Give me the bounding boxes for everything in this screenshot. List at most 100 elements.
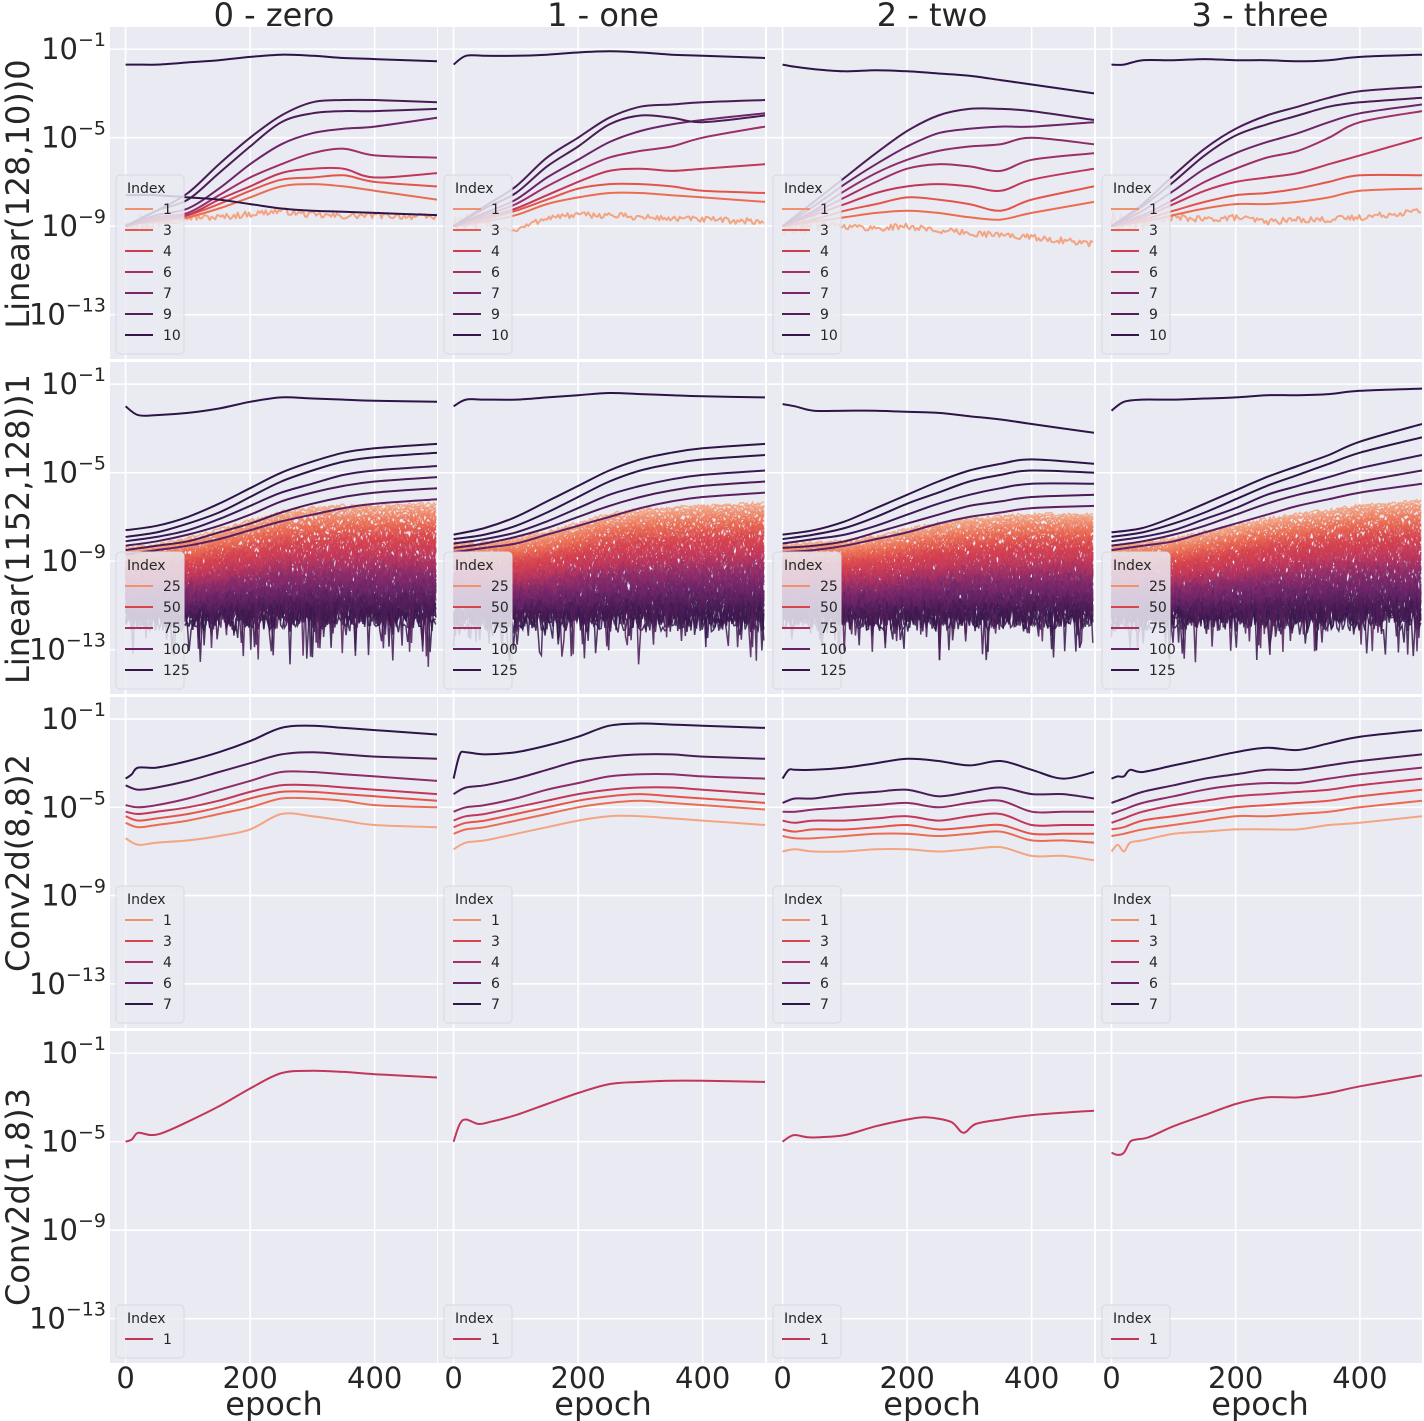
y-tick-label: 10−5 — [41, 787, 106, 824]
legend-entry: 3 — [491, 223, 500, 239]
legend-entry: 75 — [491, 621, 509, 637]
series-line-s4 — [1111, 469, 1422, 547]
legend-entry: 1 — [163, 1332, 172, 1348]
legend-entry: 125 — [820, 663, 847, 679]
legend-entry: 25 — [1149, 579, 1167, 595]
series-line-1 — [782, 845, 1094, 862]
y-tick-label: 10−5 — [41, 1122, 106, 1159]
series-line-top — [1111, 729, 1422, 780]
series-line-4 — [453, 793, 765, 829]
panel-r1-c0: 10−1 10−5 10−9 10−13 Index 25 50 75 100 125 — [29, 362, 437, 694]
series-line-s3 — [125, 465, 437, 543]
legend-entry: 10 — [163, 328, 181, 344]
series-line-s3 — [1111, 454, 1422, 543]
series-line-7 — [1111, 766, 1422, 815]
series-line-10 — [452, 50, 765, 66]
panel-r2-c0: 10−1 10−5 10−9 10−13 Index 1 3 4 6 7 — [29, 697, 437, 1028]
panel-r1-c2: Index 25 50 75 100 125 — [767, 362, 1094, 694]
legend-title: Index — [1113, 181, 1152, 197]
series-line-1 — [452, 1079, 765, 1143]
legend-entry: 3 — [1149, 934, 1158, 950]
legend-entry: 3 — [163, 934, 172, 950]
series-line-4 — [125, 790, 437, 822]
x-tick-label: 400 — [675, 1361, 730, 1395]
legend-entry: 50 — [1149, 600, 1167, 616]
series-line-7b — [1111, 753, 1422, 804]
legend-entry: 9 — [820, 307, 829, 323]
series-line-s2 — [782, 469, 1094, 541]
legend-entry: 7 — [1149, 286, 1158, 302]
legend-box — [772, 1304, 842, 1359]
row-label-2: Conv2d(8,8)2 — [0, 754, 37, 972]
series-line-4 — [782, 823, 1094, 836]
plot-area — [781, 1109, 1094, 1143]
legend-box — [115, 174, 185, 355]
legend-box — [443, 1304, 513, 1359]
legend-entry: 25 — [491, 579, 509, 595]
legend: Index 1 3 4 6 7 — [772, 885, 842, 1024]
x-axis-label-1: epoch — [554, 1385, 651, 1421]
plot-area — [125, 724, 437, 846]
legend-entry: 1 — [491, 1332, 500, 1348]
legend-entry: 3 — [820, 223, 829, 239]
series-line-3 — [782, 830, 1094, 844]
legend-entry: 4 — [163, 244, 172, 260]
y-tick-label: 10−9 — [41, 541, 106, 578]
plot-area — [125, 1069, 437, 1143]
x-tick-label: 0 — [773, 1361, 791, 1395]
series-line-7b — [125, 751, 437, 791]
series-line-s4 — [125, 476, 437, 547]
series-line-7 — [125, 770, 437, 809]
series-line-7b — [782, 786, 1094, 804]
legend-entry: 4 — [820, 244, 829, 260]
band-series-line — [125, 502, 437, 552]
legend-entry: 100 — [1149, 642, 1176, 658]
band-series-line — [782, 519, 1093, 558]
legend: Index 1 3 4 6 7 — [115, 885, 185, 1024]
legend-entry: 4 — [163, 955, 172, 971]
x-axis-label-2: epoch — [883, 1385, 980, 1421]
y-tick-label: 10−1 — [41, 29, 106, 66]
series-line-s1 — [125, 442, 437, 532]
series-line-s1 — [782, 458, 1094, 536]
band-series-line — [1111, 500, 1422, 550]
series-line-top — [452, 722, 765, 779]
legend-entry: 1 — [820, 913, 829, 929]
legend-entry: 3 — [1149, 223, 1158, 239]
band-series-line — [782, 511, 1093, 548]
legend-entry: 4 — [1149, 244, 1158, 260]
legend: Index 1 — [772, 1304, 842, 1359]
series-line-6 — [1111, 777, 1422, 824]
panel-r3-c2: 0 200 400 Index 1 — [767, 1031, 1094, 1395]
series-line-1 — [453, 814, 765, 851]
legend-entry: 7 — [491, 286, 500, 302]
y-tick-label: 10−5 — [41, 453, 106, 490]
y-tick-label: 10−13 — [29, 630, 106, 667]
y-tick-label: 10−9 — [41, 876, 106, 913]
legend-entry: 3 — [491, 934, 500, 950]
legend-entry: 6 — [163, 265, 172, 281]
legend-entry: 100 — [820, 642, 847, 658]
series-line-s6 — [125, 498, 437, 556]
legend: Index 25 50 75 100 125 — [115, 551, 190, 690]
legend-entry: 7 — [163, 286, 172, 302]
plot-area — [452, 1079, 765, 1143]
legend: Index 1 3 4 6 7 9 10 — [1101, 174, 1171, 355]
y-tick-label: 10−9 — [41, 1210, 106, 1247]
legend: Index 1 — [115, 1304, 185, 1359]
legend-entry: 4 — [820, 955, 829, 971]
legend-entry: 100 — [163, 642, 190, 658]
legend-entry: 1 — [1149, 913, 1158, 929]
legend-entry: 4 — [491, 955, 500, 971]
series-line-1 — [1110, 815, 1422, 853]
plot-area — [1110, 729, 1422, 853]
legend: Index 1 3 4 6 7 — [443, 885, 513, 1024]
legend-entry: 125 — [163, 663, 190, 679]
y-tick-label: 10−1 — [41, 364, 106, 401]
series-line-7 — [453, 772, 765, 813]
panel-r1-c1: Index 25 50 75 100 125 — [438, 362, 765, 694]
x-tick-label: 0 — [116, 1361, 134, 1395]
series-line-s2 — [125, 451, 437, 538]
series-line-6 — [125, 783, 437, 815]
